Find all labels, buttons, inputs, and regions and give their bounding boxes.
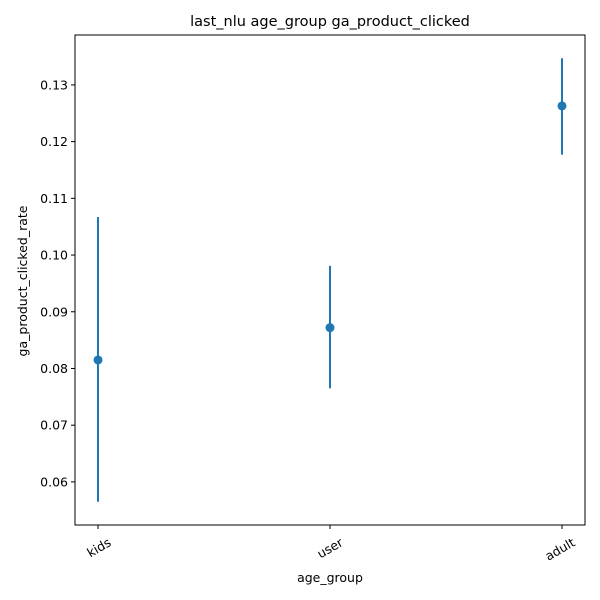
y-axis-label: ga_product_clicked_rate [15,205,30,356]
y-tick-label: 0.07 [40,418,68,433]
data-marks [93,58,567,502]
x-tick-label: adult [542,535,577,564]
y-tick-label: 0.13 [40,77,68,92]
y-tick-label: 0.10 [40,248,68,263]
y-tick-label: 0.06 [40,474,68,489]
y-tick-label: 0.12 [40,134,68,149]
plot-frame [74,34,586,526]
x-tick-label: user [314,534,346,561]
y-tick-label: 0.08 [40,361,68,376]
x-tick-label: kids [84,535,113,561]
y-tick-label: 0.09 [40,304,68,319]
x-axis-label: age_group [297,570,363,585]
chart-title: last_nlu age_group ga_product_clicked [190,14,470,30]
y-axis-ticks: 0.06 0.07 0.08 0.09 0.10 0.11 0.12 0.13 [40,77,75,489]
y-tick-label: 0.11 [40,191,68,206]
data-point [93,355,103,365]
data-point [325,323,335,333]
data-point [557,101,567,111]
x-axis-ticks: kids user adult [84,525,578,564]
